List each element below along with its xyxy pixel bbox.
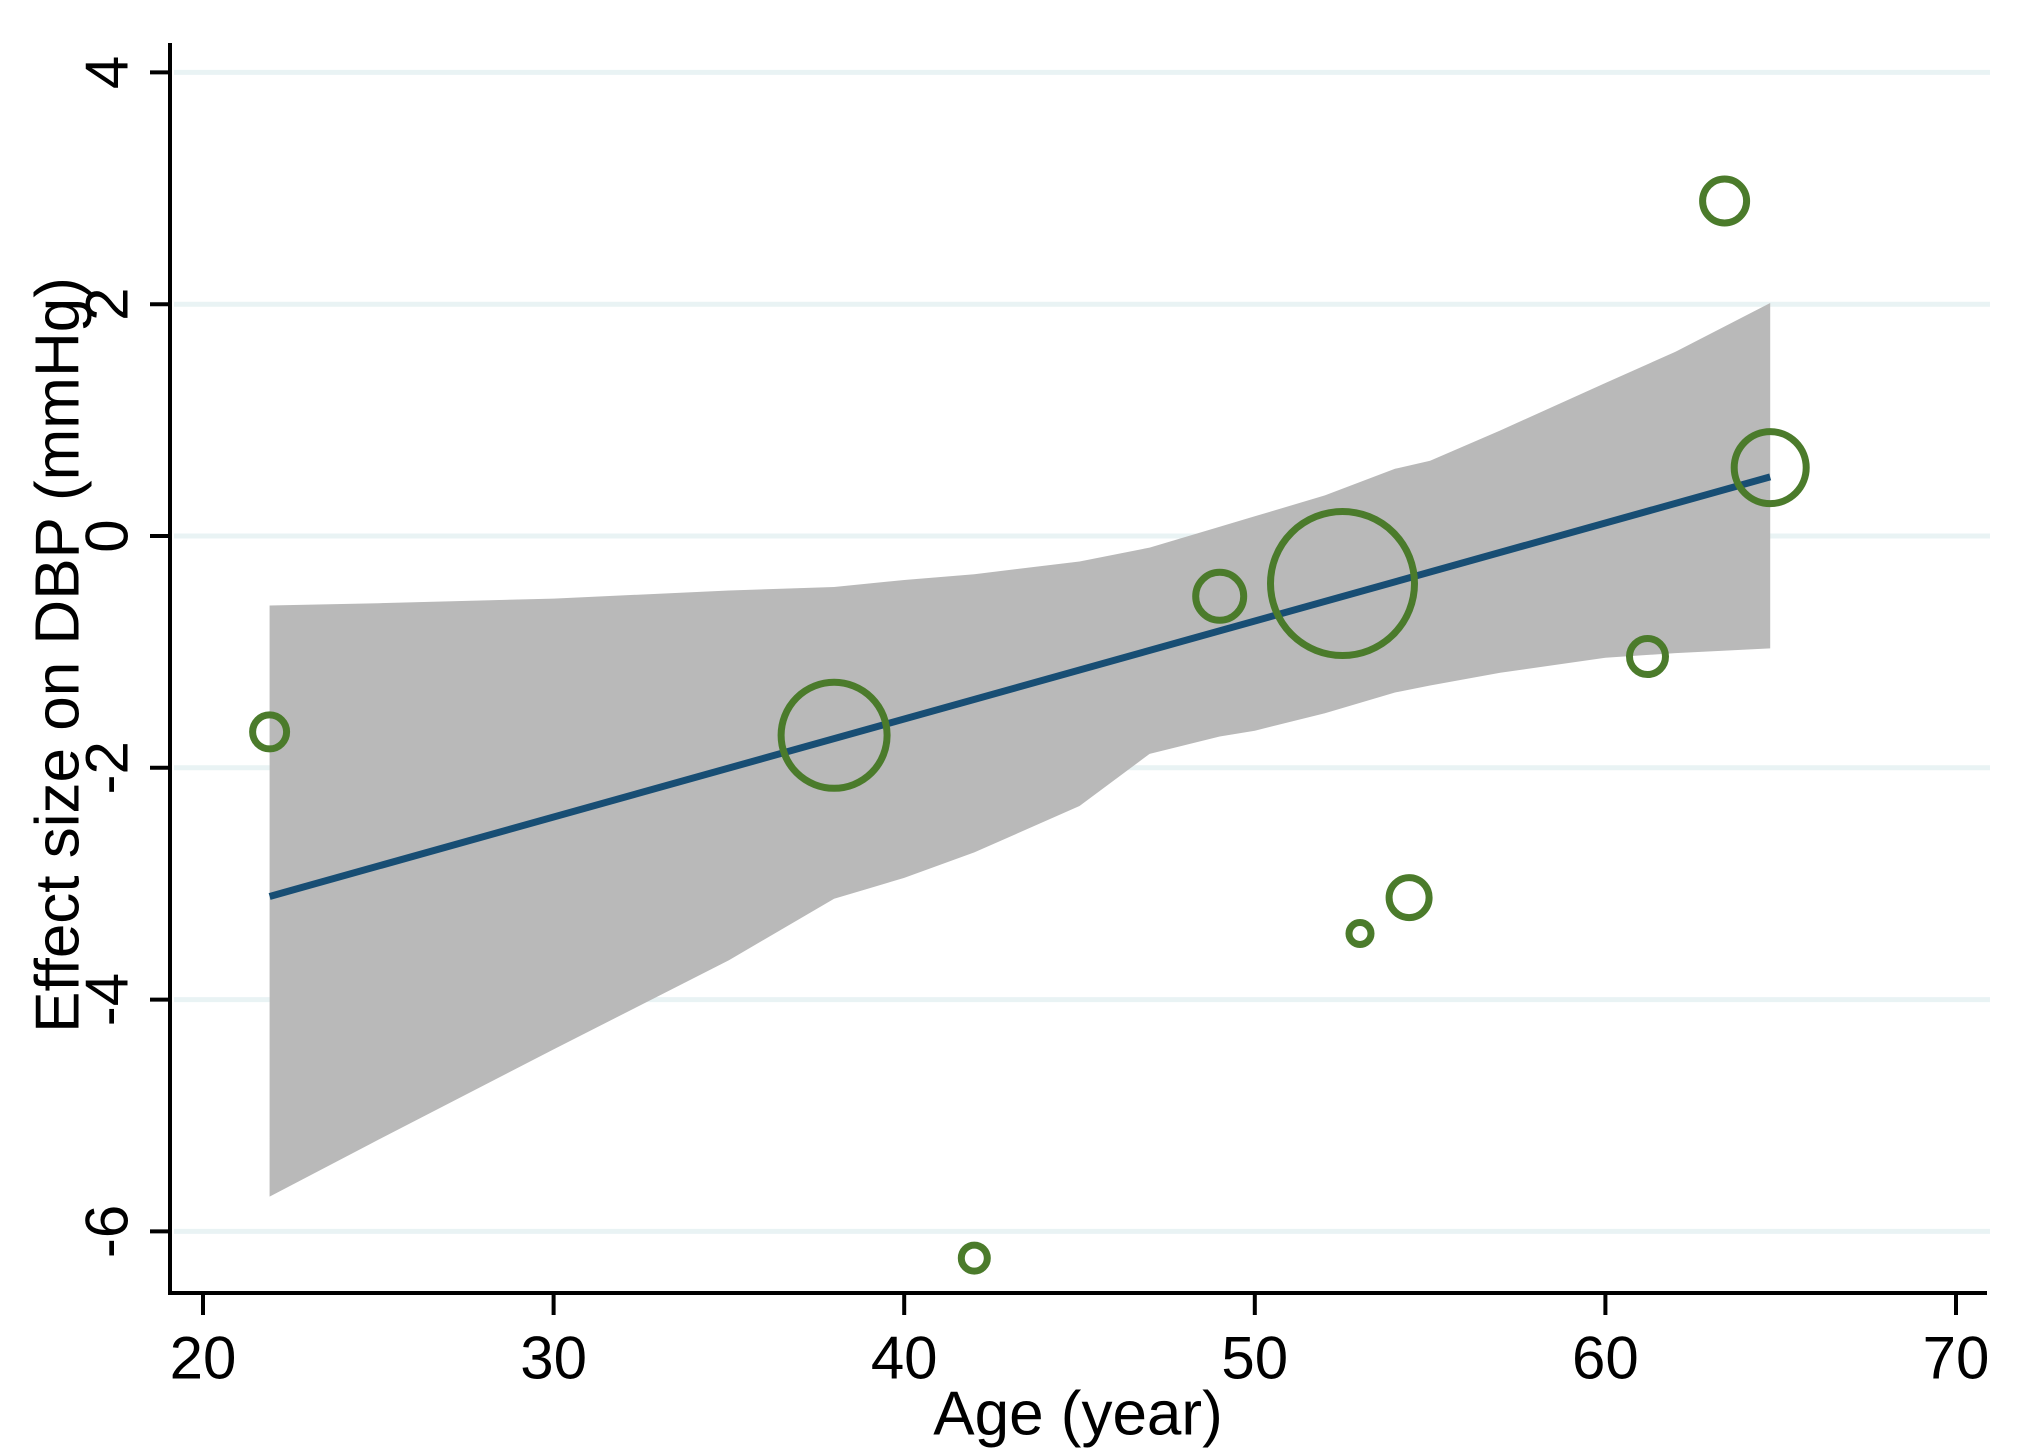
y-tick-label: -2 bbox=[74, 741, 141, 794]
bubble-group bbox=[249, 175, 1810, 1275]
study-bubble bbox=[1345, 919, 1375, 948]
study-bubble bbox=[1385, 874, 1433, 922]
study-bubble bbox=[1267, 508, 1418, 659]
study-bubble bbox=[249, 711, 291, 753]
y-axis-ticks: 4 2 0 -2 -4 -6 bbox=[74, 56, 170, 1258]
x-tick-label: 70 bbox=[1923, 1325, 1990, 1392]
y-tick-label: 4 bbox=[74, 56, 141, 89]
y-axis-title: Effect size on DBP (mmHg) bbox=[24, 277, 93, 1033]
study-bubble bbox=[1192, 568, 1248, 624]
study-bubble bbox=[777, 678, 891, 792]
y-tick-label: -4 bbox=[74, 973, 141, 1026]
x-tick-label: 20 bbox=[170, 1325, 237, 1392]
axes bbox=[168, 43, 1987, 1295]
study-bubble bbox=[1626, 635, 1669, 678]
ci-band bbox=[269, 303, 1771, 1197]
x-tick-label: 60 bbox=[1572, 1325, 1639, 1392]
x-axis-title: Age (year) bbox=[933, 1380, 1222, 1449]
study-bubble bbox=[1699, 175, 1751, 227]
y-tick-label: 0 bbox=[74, 519, 141, 552]
x-tick-label: 30 bbox=[520, 1325, 587, 1392]
y-tick-label: -6 bbox=[74, 1205, 141, 1258]
y-tick-label: 2 bbox=[74, 288, 141, 321]
study-bubble bbox=[957, 1241, 991, 1275]
x-axis-ticks: 20 30 40 50 60 70 bbox=[170, 1295, 1990, 1392]
study-bubble bbox=[1730, 428, 1810, 508]
x-tick-label: 40 bbox=[871, 1325, 938, 1392]
regression-line bbox=[268, 473, 1772, 900]
x-tick-label: 50 bbox=[1221, 1325, 1288, 1392]
